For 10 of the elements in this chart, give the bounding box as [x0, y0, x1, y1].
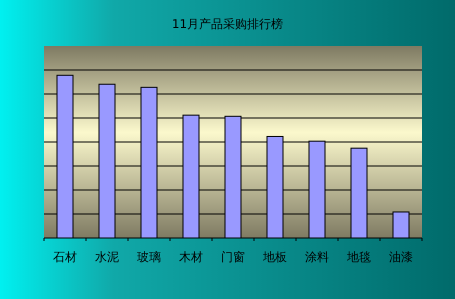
chart-title: 11月产品采购排行榜	[172, 17, 284, 31]
x-tick-label: 地板	[262, 250, 287, 264]
x-tick-label: 木材	[179, 250, 203, 264]
x-tick-label: 油漆	[389, 250, 413, 264]
x-tick-label: 门窗	[221, 250, 245, 264]
x-tick-label: 石材	[53, 250, 77, 264]
x-tick-label: 水泥	[95, 250, 119, 264]
x-tick-label: 地毯	[346, 250, 371, 264]
x-tick-label: 涂料	[305, 250, 329, 264]
x-tick-label: 玻璃	[137, 250, 161, 264]
